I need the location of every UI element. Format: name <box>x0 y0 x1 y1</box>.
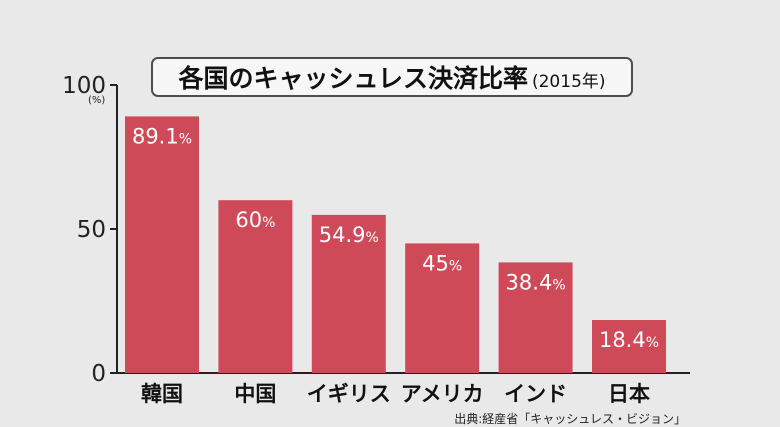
y-tick-label: 100 <box>62 73 106 99</box>
x-category-label: イギリス <box>307 382 391 406</box>
bar-value-label: 89.1% <box>132 124 192 148</box>
bar-value-label: 45% <box>422 251 462 275</box>
y-tick-label: 50 <box>77 217 106 243</box>
bar <box>405 243 480 373</box>
x-category-label: インド <box>504 382 567 406</box>
x-category-label: 日本 <box>608 382 650 406</box>
source-note: 出典:経産省「キャッシュレス・ビジョン」 <box>454 412 686 426</box>
bar-value-label: 38.4% <box>506 270 566 294</box>
chart-title-box: 各国のキャッシュレス決済比率 (2015年) <box>151 57 633 97</box>
bar-value-label: 60% <box>235 208 275 232</box>
y-unit-label: (%) <box>88 95 106 106</box>
bar <box>592 320 666 373</box>
x-category-label: アメリカ <box>401 382 484 406</box>
chart-subtitle: (2015年) <box>531 72 606 92</box>
x-category-label: 中国 <box>234 382 276 406</box>
bar-value-label: 18.4% <box>599 328 659 352</box>
bar-value-label: 54.9% <box>319 223 379 247</box>
y-tick-label: 0 <box>91 361 106 387</box>
bar <box>498 262 573 373</box>
chart-title: 各国のキャッシュレス決済比率 <box>178 64 528 93</box>
bar <box>218 200 293 373</box>
x-category-label: 韓国 <box>141 382 183 406</box>
bar <box>311 214 386 373</box>
bar <box>125 116 199 373</box>
